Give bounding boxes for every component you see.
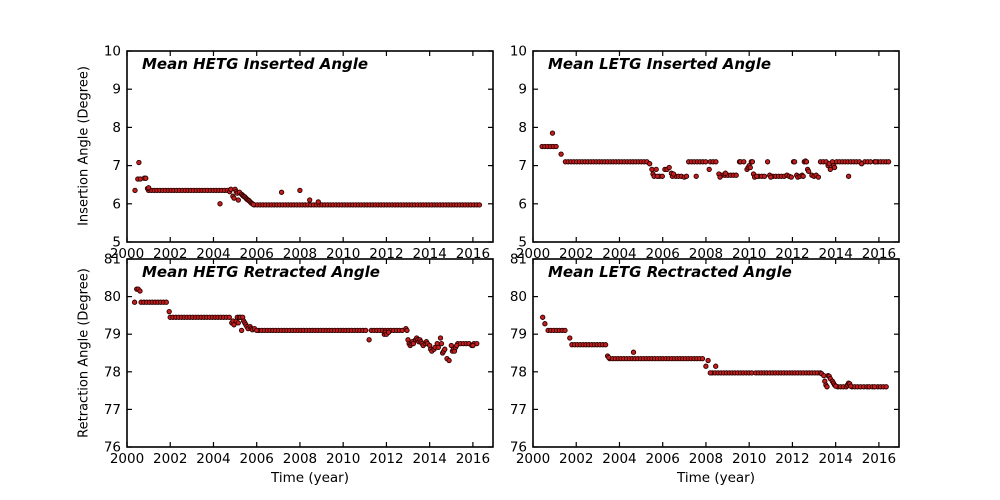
x-tick-label: 2004: [196, 451, 230, 467]
x-tick-label: 2010: [732, 246, 766, 262]
x-tick-label: 2008: [283, 246, 317, 262]
x-tick-label: 2012: [775, 246, 809, 262]
y-tick-label: 8: [112, 120, 121, 136]
chart-title-letg-inserted: Mean LETG Inserted Angle: [548, 55, 772, 73]
axes-frame: [126, 50, 494, 243]
tick-labels: 2000 2002 2004 2006 2008 2010 2012 2014 2016 76 77…: [510, 252, 896, 468]
x-tick-label: 2012: [775, 451, 809, 467]
x-axis-label-time-left: Time (year): [271, 470, 349, 486]
y-tick-label: 10: [104, 44, 121, 60]
x-tick-label: 2016: [862, 451, 896, 467]
y-tick-label: 10: [510, 44, 527, 60]
axes-frame: [532, 50, 900, 243]
y-tick-label: 79: [104, 327, 121, 343]
chart-title-hetg-retracted: Mean HETG Retracted Angle: [142, 263, 380, 281]
axes-frame: [126, 258, 494, 448]
x-tick-label: 2008: [689, 451, 723, 467]
y-tick-label: 78: [104, 364, 121, 380]
x-tick-label: 2000: [110, 246, 144, 262]
x-tick-label: 2002: [153, 451, 187, 467]
x-tick-label: 2006: [240, 451, 274, 467]
x-tick-label: 2016: [862, 246, 896, 262]
x-tick-label: 2008: [689, 246, 723, 262]
y-tick-label: 7: [518, 158, 527, 174]
data-points-letg-inserted: [539, 130, 892, 180]
chart-title-letg-rectracted: Mean LETG Rectracted Angle: [548, 263, 792, 281]
plot-letg-rectracted: 2000 2002 2004 2006 2008 2010 2012 2014 2016 76 77…: [510, 252, 900, 468]
tick-labels: 2000 2002 2004 2006 2008 2010 2012 2014 2016 76 77…: [104, 252, 490, 468]
x-tick-label: 2006: [646, 451, 680, 467]
tick-marks: [126, 50, 493, 243]
y-tick-label: 77: [510, 402, 527, 418]
y-tick-label: 80: [104, 289, 121, 305]
y-tick-label: 80: [510, 289, 527, 305]
tick-marks: [532, 258, 899, 448]
x-tick-label: 2002: [559, 246, 593, 262]
y-tick-label: 6: [518, 196, 527, 212]
y-tick-label: 5: [112, 235, 121, 251]
y-tick-label: 9: [112, 82, 121, 98]
x-tick-label: 2006: [646, 246, 680, 262]
axes-frame: [532, 258, 900, 448]
x-tick-label: 2002: [153, 246, 187, 262]
x-tick-label: 2016: [456, 246, 490, 262]
data-points-letg-rectracted: [540, 314, 889, 390]
x-tick-label: 2004: [602, 451, 636, 467]
x-tick-label: 2012: [369, 246, 403, 262]
tick-marks: [532, 50, 899, 243]
x-tick-label: 2006: [240, 246, 274, 262]
x-tick-label: 2010: [326, 246, 360, 262]
tick-marks: [126, 258, 493, 448]
tick-labels: 2000 2002 2004 2006 2008 2010 2012 2014 2016 5 6 7 8…: [104, 44, 490, 263]
plot-letg-inserted: 2000 2002 2004 2006 2008 2010 2012 2014 2016 5 6 7 8…: [510, 44, 900, 263]
x-tick-label: 2014: [818, 246, 852, 262]
y-tick-label: 5: [518, 235, 527, 251]
x-tick-label: 2008: [283, 451, 317, 467]
x-axis-label-time-right: Time (year): [677, 470, 755, 486]
plot-hetg-retracted: 2000 2002 2004 2006 2008 2010 2012 2014 2016 76 77…: [104, 252, 494, 468]
x-tick-label: 2010: [326, 451, 360, 467]
x-tick-label: 2014: [818, 451, 852, 467]
x-tick-label: 2010: [732, 451, 766, 467]
data-points-hetg-inserted: [132, 159, 483, 208]
y-tick-label: 81: [510, 252, 527, 268]
y-tick-label: 79: [510, 327, 527, 343]
x-tick-label: 2012: [369, 451, 403, 467]
y-axis-label-retraction-angle: Retraction Angle (Degree): [76, 268, 92, 438]
x-tick-label: 2000: [516, 246, 550, 262]
plot-hetg-inserted: 2000 2002 2004 2006 2008 2010 2012 2014 2016 5 6 7 8…: [104, 44, 494, 263]
y-tick-label: 76: [104, 440, 121, 456]
x-tick-label: 2000: [110, 451, 144, 467]
y-tick-label: 77: [104, 402, 121, 418]
chart-title-hetg-inserted: Mean HETG Inserted Angle: [142, 55, 369, 73]
y-tick-label: 6: [112, 196, 121, 212]
x-tick-label: 2016: [456, 451, 490, 467]
x-tick-label: 2004: [602, 246, 636, 262]
x-tick-label: 2014: [412, 451, 446, 467]
x-tick-label: 2004: [196, 246, 230, 262]
y-tick-label: 78: [510, 364, 527, 380]
y-tick-label: 7: [112, 158, 121, 174]
x-tick-label: 2002: [559, 451, 593, 467]
y-tick-label: 9: [518, 82, 527, 98]
y-tick-label: 81: [104, 252, 121, 268]
y-tick-label: 8: [518, 120, 527, 136]
x-tick-label: 2014: [412, 246, 446, 262]
x-tick-label: 2000: [516, 451, 550, 467]
data-points-hetg-retracted: [131, 286, 480, 364]
tick-labels: 2000 2002 2004 2006 2008 2010 2012 2014 2016 5 6 7 8…: [510, 44, 896, 263]
y-axis-label-insertion-angle: Insertion Angle (Degree): [76, 66, 92, 226]
y-tick-label: 76: [510, 440, 527, 456]
